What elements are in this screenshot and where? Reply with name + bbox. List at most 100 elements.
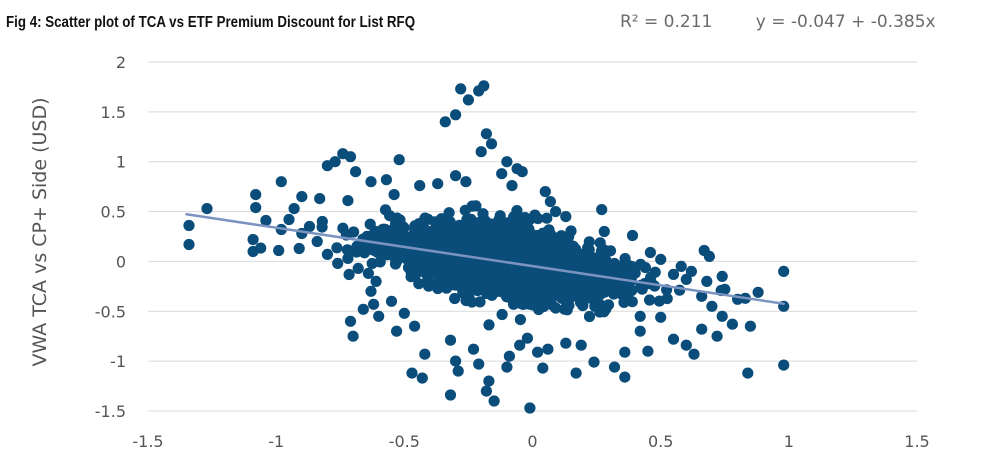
data-point: [470, 200, 482, 212]
data-point: [344, 315, 357, 327]
data-point: [332, 257, 344, 269]
data-point: [183, 219, 195, 232]
x-tick-label: -1: [268, 432, 284, 451]
data-point: [667, 268, 680, 280]
data-point: [370, 275, 382, 287]
data-point: [471, 219, 483, 231]
data-point: [472, 245, 484, 257]
data-point: [483, 319, 495, 331]
data-point: [742, 367, 754, 379]
data-point: [506, 231, 518, 243]
data-point: [183, 238, 195, 251]
data-point: [598, 225, 610, 238]
data-point: [260, 214, 272, 227]
data-point: [680, 339, 692, 351]
data-point: [250, 189, 262, 201]
data-point: [575, 339, 587, 351]
data-point: [529, 209, 541, 221]
data-point: [701, 275, 713, 287]
y-tick-label: 1: [116, 153, 126, 172]
data-point: [491, 232, 503, 244]
data-point: [444, 334, 457, 346]
data-point: [602, 299, 615, 311]
data-point: [275, 176, 287, 188]
data-point: [561, 304, 573, 316]
data-point: [288, 203, 300, 215]
data-point: [460, 283, 472, 295]
data-point: [549, 235, 562, 247]
data-point: [496, 168, 508, 180]
data-point: [393, 224, 405, 236]
data-point: [583, 310, 596, 323]
data-point: [472, 230, 484, 242]
data-point: [696, 323, 708, 335]
data-point: [365, 285, 377, 297]
data-point: [501, 156, 513, 168]
data-point: [350, 166, 362, 178]
data-point: [439, 116, 451, 128]
data-point: [547, 291, 559, 303]
data-point: [384, 210, 396, 222]
data-point: [524, 402, 536, 414]
data-point: [778, 265, 790, 277]
data-point: [473, 358, 485, 370]
data-point: [619, 295, 631, 307]
data-point: [639, 262, 652, 274]
data-point: [667, 333, 680, 345]
data-point: [406, 263, 418, 275]
data-point: [460, 176, 472, 188]
data-point: [494, 278, 506, 290]
data-point: [357, 303, 369, 315]
data-point: [480, 128, 492, 140]
data-point: [514, 238, 526, 250]
data-point: [544, 196, 557, 208]
x-tick-label: -1.5: [132, 432, 163, 451]
r-squared-label: R² = 0.211: [620, 12, 713, 32]
data-point: [511, 288, 523, 300]
data-point: [362, 267, 374, 279]
data-point: [634, 325, 646, 337]
data-point: [485, 138, 498, 150]
data-point: [425, 226, 437, 238]
data-point: [685, 265, 698, 277]
data-point: [466, 296, 478, 308]
data-point: [778, 359, 790, 371]
data-point: [488, 395, 500, 407]
data-point: [429, 216, 441, 228]
data-point: [521, 332, 534, 344]
data-point: [541, 226, 553, 238]
data-point: [577, 300, 589, 312]
data-point: [337, 222, 349, 234]
data-point: [588, 261, 600, 273]
data-point: [316, 215, 328, 228]
data-point: [377, 244, 389, 256]
data-point: [388, 189, 400, 201]
data-point: [501, 361, 513, 373]
data-point: [644, 246, 657, 259]
data-point: [539, 186, 551, 198]
data-point: [619, 371, 631, 383]
data-point: [461, 213, 473, 225]
data-point: [351, 240, 363, 252]
data-point: [568, 286, 580, 298]
data-point: [341, 244, 353, 256]
data-point: [296, 191, 308, 203]
data-point: [565, 257, 577, 270]
data-point: [385, 295, 398, 307]
data-point: [550, 206, 562, 218]
data-point: [539, 283, 551, 295]
data-point: [589, 300, 601, 312]
data-point: [445, 253, 457, 265]
data-point: [432, 178, 444, 190]
data-point: [321, 248, 333, 260]
data-point: [680, 273, 692, 285]
data-point: [311, 235, 323, 248]
regression-equation: y = -0.047 + -0.385x: [755, 12, 936, 32]
data-point: [617, 285, 629, 297]
data-point: [342, 195, 354, 207]
y-tick-label: 2: [116, 53, 126, 72]
data-point: [449, 292, 461, 305]
data-point: [477, 208, 489, 220]
